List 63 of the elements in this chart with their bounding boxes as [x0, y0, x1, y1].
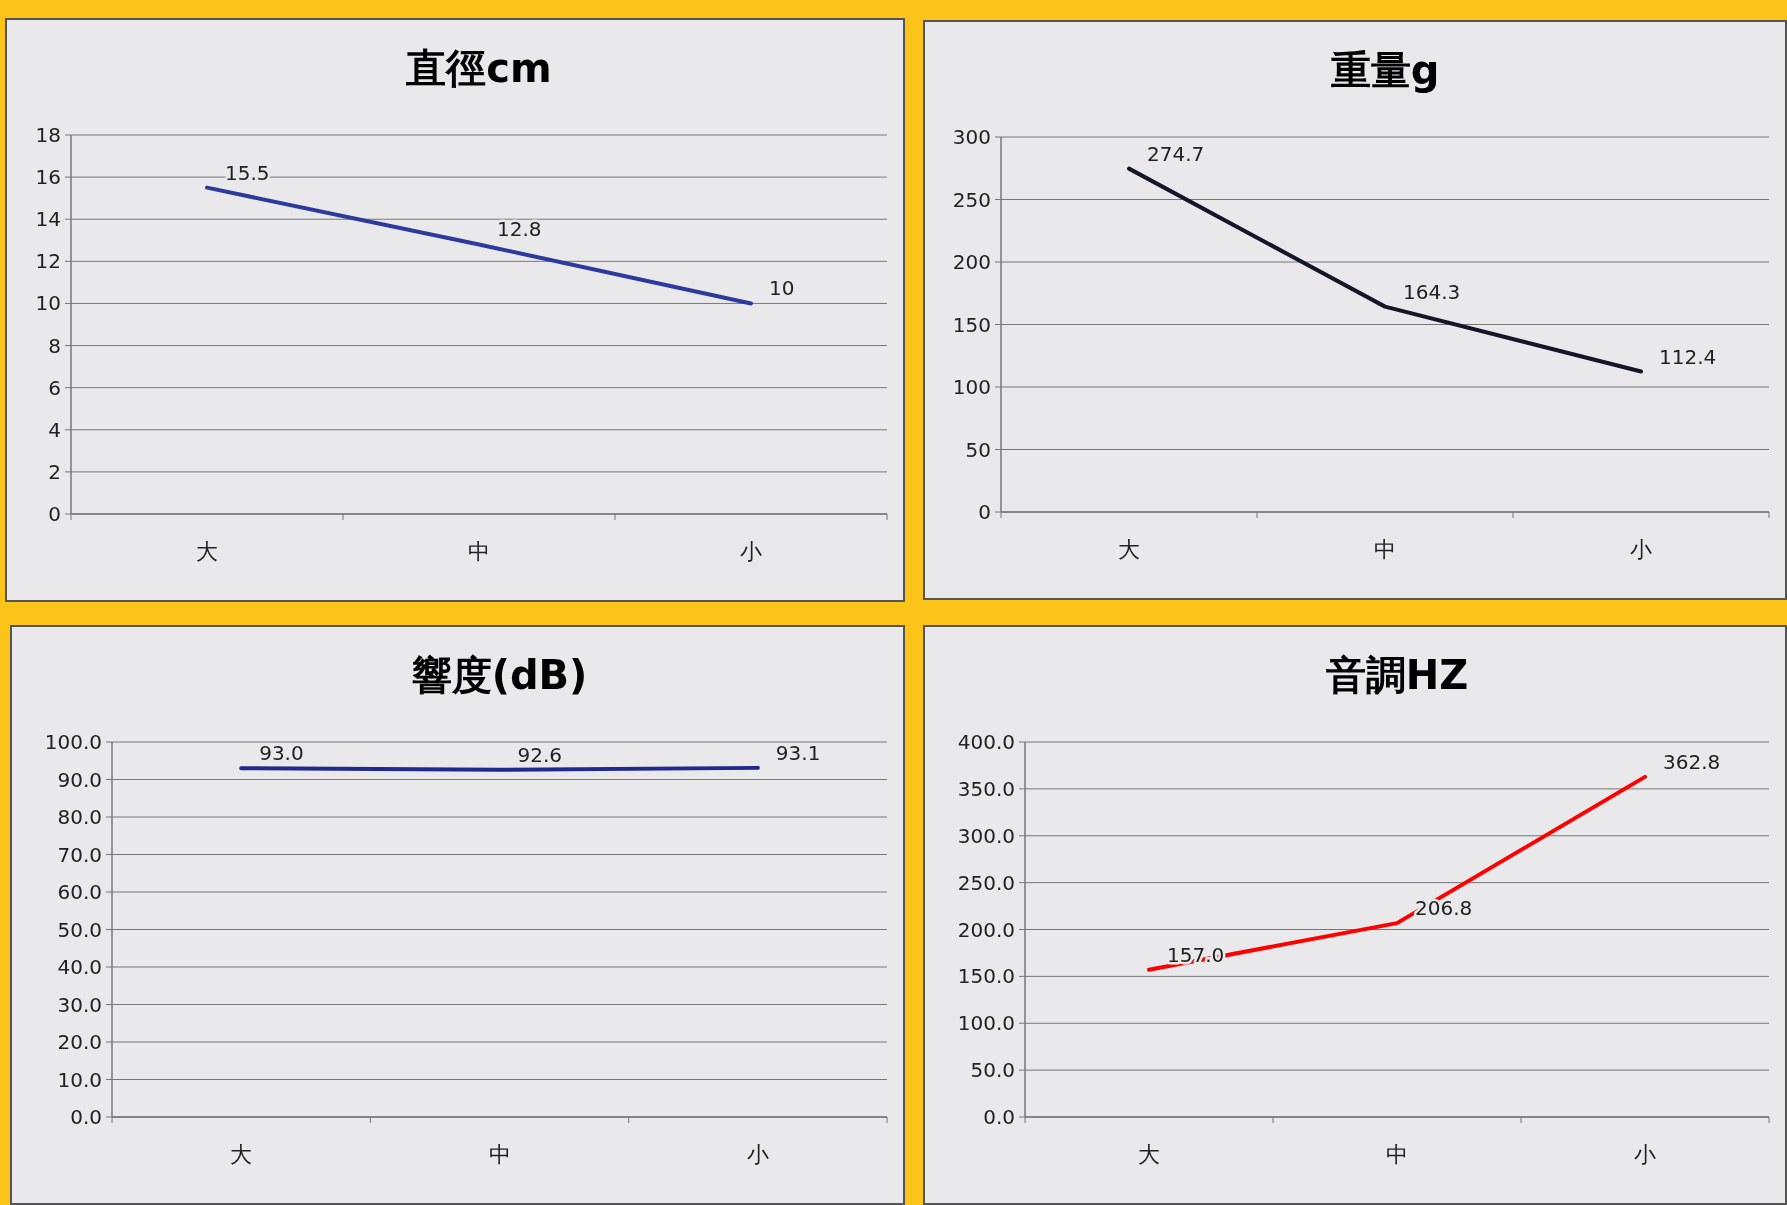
y-tick-label: 100.0 [957, 1011, 1015, 1036]
y-tick-label: 100.0 [44, 730, 102, 754]
data-label: 362.8 [1663, 749, 1721, 774]
y-tick-label: 16 [35, 165, 61, 190]
y-tick-label: 400.0 [957, 730, 1015, 754]
x-tick-label: 中 [468, 539, 490, 564]
x-tick-label: 大 [1118, 537, 1140, 562]
data-label: 164.3 [1403, 279, 1461, 304]
data-label: 112.4 [1659, 344, 1717, 369]
y-tick-label: 0 [978, 500, 991, 524]
x-tick-label: 中 [488, 1142, 511, 1167]
y-tick-label: 200.0 [957, 917, 1015, 942]
y-tick-label: 150.0 [957, 964, 1015, 989]
y-tick-label: 60.0 [57, 880, 102, 904]
y-tick-label: 30.0 [57, 992, 102, 1017]
x-tick-label: 中 [1374, 537, 1396, 562]
x-tick-label: 大 [196, 539, 218, 564]
data-label: 15.5 [225, 160, 270, 185]
y-tick-label: 300.0 [957, 823, 1015, 848]
y-tick-label: 50.0 [57, 917, 102, 942]
y-tick-label: 18 [35, 123, 61, 147]
chart-title: 直徑cm [405, 45, 552, 91]
y-tick-label: 40.0 [57, 955, 102, 979]
y-tick-label: 100 [952, 375, 991, 399]
y-tick-label: 150 [952, 312, 991, 337]
y-tick-label: 12 [35, 249, 61, 274]
y-tick-label: 300 [952, 125, 991, 149]
x-tick-label: 大 [1138, 1142, 1160, 1167]
y-tick-label: 90.0 [57, 767, 102, 792]
y-tick-label: 250 [952, 187, 991, 212]
x-tick-label: 小 [1630, 537, 1652, 562]
y-tick-label: 4 [48, 417, 61, 442]
data-label: 274.7 [1147, 141, 1205, 166]
chart-title: 音調HZ [1325, 652, 1469, 698]
chart-title: 重量g [1330, 47, 1440, 93]
x-tick-label: 小 [740, 539, 762, 564]
chart-title: 響度(dB) [411, 652, 588, 698]
y-tick-label: 10 [35, 291, 61, 316]
data-label: 93.1 [775, 740, 821, 765]
y-tick-label: 80.0 [57, 805, 102, 829]
data-label: 10 [769, 276, 795, 301]
y-tick-label: 20.0 [57, 1030, 102, 1054]
data-label: 92.6 [517, 742, 563, 767]
y-tick-label: 50 [965, 437, 991, 462]
data-label: 93.0 [259, 741, 304, 766]
data-label: 12.8 [497, 217, 542, 242]
x-tick-label: 中 [1386, 1142, 1408, 1167]
y-tick-label: 70.0 [57, 842, 102, 867]
y-tick-label: 50.0 [970, 1058, 1015, 1083]
x-tick-label: 小 [746, 1142, 769, 1167]
x-tick-label: 大 [230, 1142, 253, 1167]
y-tick-label: 10.0 [57, 1067, 102, 1092]
y-tick-label: 2 [48, 459, 61, 484]
y-tick-label: 8 [48, 333, 61, 358]
y-tick-label: 14 [35, 207, 61, 232]
y-tick-label: 0 [48, 502, 61, 526]
y-tick-label: 0.0 [70, 1105, 102, 1129]
y-tick-label: 0.0 [983, 1105, 1015, 1129]
y-tick-label: 6 [48, 375, 61, 400]
x-tick-label: 小 [1634, 1142, 1656, 1167]
y-tick-label: 350.0 [957, 776, 1015, 801]
y-tick-label: 200 [952, 250, 991, 274]
y-tick-label: 250.0 [957, 870, 1015, 895]
